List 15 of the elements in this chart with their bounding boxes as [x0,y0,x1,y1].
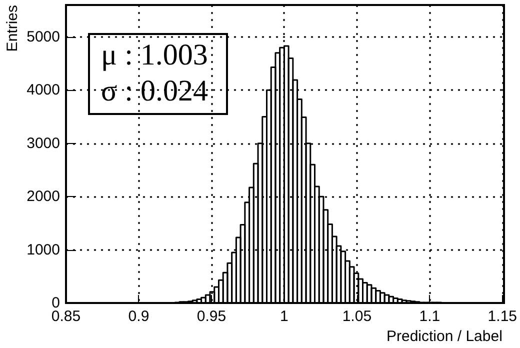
annotation: μ : 1.003 [101,38,208,72]
x-tick-label: 0.95 [196,308,226,325]
y-tick-label: 4000 [26,82,60,99]
y-tick-label: 1000 [26,241,60,258]
y-tick-label: 2000 [26,188,60,206]
annotation: σ : 0.024 [101,74,208,108]
x-tick-label: 0.9 [128,308,150,325]
x-tick-label: 1.1 [419,308,440,325]
x-tick-label: 1.05 [342,308,372,325]
y-tick-label: 5000 [26,28,60,46]
x-axis-title: Prediction / Label [386,328,502,345]
x-tick-label: 1 [280,308,288,325]
y-axis-title: Entries [4,5,21,52]
x-tick-label: 1.15 [488,308,518,325]
y-tick-label: 3000 [26,134,60,152]
